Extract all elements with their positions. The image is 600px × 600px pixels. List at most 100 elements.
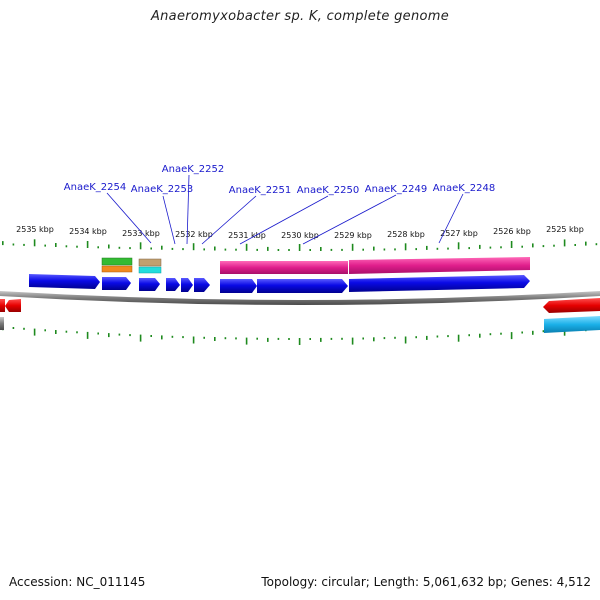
tick-mark (521, 245, 523, 248)
gene-label-anaek-2248[interactable]: AnaeK_2248 (433, 183, 495, 194)
tick-mark (277, 249, 280, 251)
tick-mark (150, 247, 152, 250)
tick-mark (161, 335, 163, 340)
tick-mark (214, 246, 216, 251)
gene-arrow[interactable] (220, 279, 257, 293)
gene-label-anaek-2250[interactable]: AnaeK_2250 (297, 185, 359, 196)
tick-mark (436, 247, 439, 250)
kbp-tick-label: 2532 kbp (175, 230, 213, 239)
rna-feature-bar[interactable] (220, 261, 348, 274)
tick-mark (288, 249, 290, 251)
tick-mark (457, 334, 460, 342)
gene-arrow[interactable] (257, 279, 348, 293)
tick-mark (447, 247, 449, 250)
tick-mark (362, 337, 364, 340)
gene-label-anaek-2252[interactable]: AnaeK_2252 (162, 164, 224, 175)
tick-mark (457, 242, 460, 250)
rna-feature-bar[interactable] (349, 257, 530, 274)
reverse-gene-arrow[interactable] (543, 298, 600, 313)
tick-mark (86, 241, 89, 248)
tick-mark (320, 247, 322, 251)
tick-mark (532, 243, 534, 248)
leader-line (186, 174, 190, 245)
tick-mark (224, 248, 227, 251)
tick-mark (44, 244, 46, 247)
gene-label-group: AnaeK_2254 AnaeK_2253 AnaeK_2252 AnaeK_2… (64, 164, 495, 245)
tick-mark (86, 331, 89, 339)
tick-mark (500, 332, 502, 335)
tick-mark (309, 249, 311, 251)
tick-mark (351, 243, 354, 251)
tick-mark (479, 244, 481, 249)
kbp-tick-label: 2527 kbp (440, 229, 478, 238)
misc-feature-orange[interactable] (101, 265, 133, 273)
tick-mark (288, 338, 290, 340)
gene-arrow[interactable] (29, 274, 100, 289)
tick-mark (320, 337, 322, 342)
gene-label-anaek-2254[interactable]: AnaeK_2254 (64, 182, 126, 193)
tick-mark (563, 328, 566, 336)
tick-mark (267, 246, 269, 251)
tick-mark (415, 336, 417, 339)
tick-mark (108, 244, 110, 249)
misc-feature-cyan[interactable] (138, 266, 162, 274)
gene-label-anaek-2249[interactable]: AnaeK_2249 (365, 184, 427, 195)
reverse-gene-arrow[interactable] (5, 299, 21, 312)
reverse-gene-arrow[interactable] (0, 299, 5, 312)
gene-arrow[interactable] (166, 278, 180, 291)
tick-mark (224, 337, 227, 340)
kbp-tick-label: 2526 kbp (493, 227, 531, 236)
tick-mark (479, 333, 481, 338)
tick-mark (574, 244, 576, 246)
tick-mark (23, 243, 25, 246)
gene-arrow[interactable] (139, 278, 160, 291)
tick-mark (394, 336, 396, 339)
gene-arrow[interactable] (194, 278, 210, 292)
kbp-tick-label: 2525 kbp (546, 225, 584, 234)
tick-mark (139, 334, 142, 342)
gene-arrow[interactable] (181, 278, 193, 292)
genome-backbone (0, 291, 600, 305)
tick-mark (383, 248, 386, 251)
tick-mark (510, 241, 513, 248)
tick-mark (394, 248, 396, 251)
kbp-tick-label: 2528 kbp (387, 230, 425, 239)
tick-mark (256, 248, 258, 251)
genome-summary-text: Topology: circular; Length: 5,061,632 bp… (261, 575, 591, 589)
leader-line (239, 195, 329, 245)
leader-line (106, 192, 152, 244)
kbp-tick-label: 2534 kbp (69, 227, 107, 236)
lower-tick-marks (2, 326, 598, 345)
cyan-feature[interactable] (544, 316, 600, 333)
tick-mark (192, 243, 195, 251)
kbp-tick-label: 2535 kbp (16, 225, 54, 234)
tick-mark (245, 337, 248, 345)
grey-feature[interactable] (0, 317, 4, 330)
tick-mark (595, 243, 598, 246)
leader-line (302, 194, 397, 245)
tick-mark (256, 337, 258, 340)
misc-feature-green[interactable] (101, 257, 133, 266)
tick-mark (12, 243, 15, 246)
gene-arrow[interactable] (349, 275, 530, 292)
tick-mark (415, 248, 417, 251)
leader-line (438, 193, 464, 244)
tick-mark (447, 335, 449, 338)
tick-mark (23, 327, 25, 330)
gene-arrow[interactable] (102, 277, 131, 290)
gene-label-anaek-2253[interactable]: AnaeK_2253 (131, 184, 193, 195)
tick-mark (330, 248, 333, 251)
tick-mark (33, 239, 36, 247)
tick-mark (510, 332, 513, 340)
tick-mark (330, 337, 333, 340)
tick-mark (97, 246, 99, 249)
gene-label-anaek-2251[interactable]: AnaeK_2251 (229, 185, 291, 196)
tick-mark (33, 328, 36, 336)
misc-feature-tan[interactable] (138, 258, 162, 267)
tick-mark (150, 335, 152, 337)
tick-mark (214, 337, 216, 341)
tick-mark (404, 336, 407, 344)
tick-mark (65, 330, 68, 333)
tick-mark (129, 247, 131, 250)
forward-strand-genes (29, 274, 530, 293)
